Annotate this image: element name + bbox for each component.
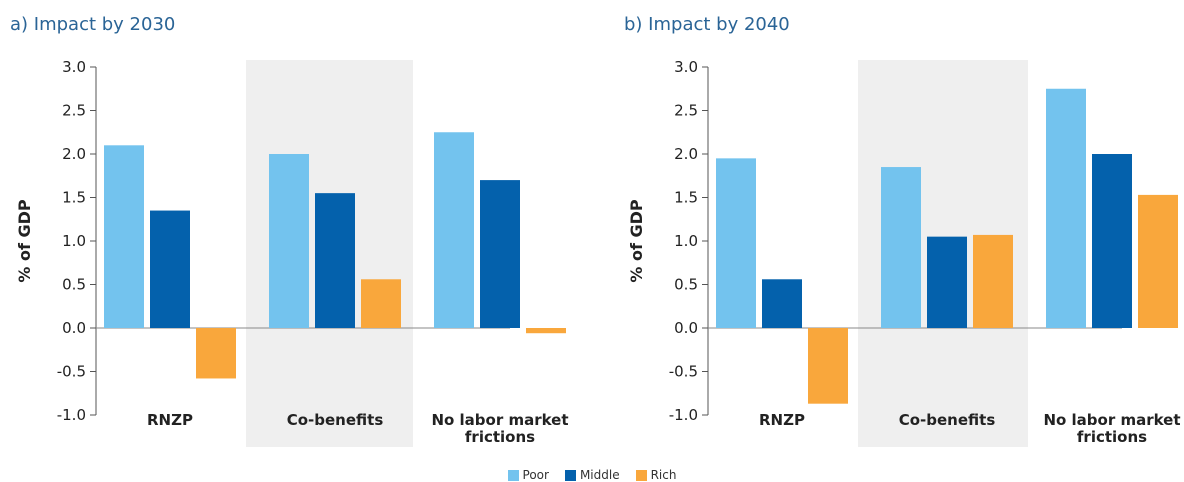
panel-a-category-label-no-labor-market-frictions: No labor market frictions	[431, 411, 568, 446]
panel-b-bar-rnzp-poor	[716, 158, 756, 328]
panel-a-title: a) Impact by 2030	[10, 14, 176, 35]
legend-item-poor: Poor	[507, 468, 549, 482]
panel-b-category-label-no-labor-market-frictions: No labor market frictions	[1043, 411, 1180, 446]
panel-a-y-tick-label: 1.0	[62, 232, 86, 250]
legend-item-middle: Middle	[564, 468, 620, 482]
panel-b-y-tick-label: 2.5	[674, 102, 698, 120]
panel-b-y-tick-label: -1.0	[669, 406, 698, 424]
panel-a-category-label-rnzp: RNZP	[147, 411, 193, 429]
panel-b-y-tick-label: 1.5	[674, 189, 698, 207]
panel-b-y-tick-label: 0.5	[674, 276, 698, 294]
panel-b-y-tick-label: 1.0	[674, 232, 698, 250]
panel-a-bar-no-labor-market-frictions-poor	[434, 132, 474, 328]
legend-label-poor: Poor	[522, 468, 549, 482]
panel-b-bar-rnzp-middle	[762, 279, 802, 328]
panel-a-bar-no-labor-market-frictions-middle	[480, 180, 520, 328]
panel-a-y-axis-label: % of GDP	[15, 199, 34, 283]
panel-b-bar-no-labor-market-frictions-poor	[1046, 88, 1086, 328]
panel-b-bar-co-benefits-poor	[881, 167, 921, 328]
panel-a-bar-co-benefits-middle	[315, 193, 355, 328]
panel-b-category-label-co-benefits: Co-benefits	[899, 411, 996, 429]
panel-b-y-tick-label: 2.0	[674, 145, 698, 163]
panel-b-y-tick-label: 0.0	[674, 319, 698, 337]
panel-a-y-tick-label: 1.5	[62, 189, 86, 207]
panel-b-title: b) Impact by 2040	[624, 14, 790, 35]
panel-a-y-tick-label: 2.5	[62, 102, 86, 120]
legend-item-rich: Rich	[635, 468, 677, 482]
panel-a-y-tick-label: -0.5	[57, 363, 86, 381]
legend-label-middle: Middle	[579, 468, 620, 482]
panel-a-bar-rnzp-rich	[196, 328, 236, 379]
panel-b-bar-co-benefits-rich	[973, 234, 1013, 328]
chart-svg: -1.0 -0.5 0.0 0.5 1.0 1.5 2.0 2.5 3.0 % of GDP RNZ…	[15, 58, 1181, 447]
panel-a-bar-co-benefits-rich	[361, 279, 401, 328]
legend: Poor Middle Rich	[0, 468, 1184, 482]
legend-swatch-poor	[507, 469, 519, 481]
panel-a-bar-co-benefits-poor	[269, 154, 309, 328]
panel-a-y-tick-label: 2.0	[62, 145, 86, 163]
panel-a-y-tick-label: 3.0	[62, 58, 86, 76]
panel-b-bar-no-labor-market-frictions-rich	[1138, 194, 1178, 328]
panel-a-y-tick-label: -1.0	[57, 406, 86, 424]
panel-b-y-tick-label: -0.5	[669, 363, 698, 381]
panel-a-category-label-co-benefits: Co-benefits	[287, 411, 384, 429]
panel-a-bar-rnzp-middle	[150, 210, 190, 328]
panel-a-bar-no-labor-market-frictions-rich	[526, 328, 566, 334]
panel-a-bar-rnzp-poor	[104, 145, 144, 328]
panel-b-bar-no-labor-market-frictions-middle	[1092, 154, 1132, 328]
legend-swatch-rich	[635, 469, 647, 481]
legend-label-rich: Rich	[650, 468, 677, 482]
panel-b-category-label-rnzp: RNZP	[759, 411, 805, 429]
panel-b-bar-co-benefits-middle	[927, 236, 967, 328]
panel-b-y-axis-label: % of GDP	[627, 199, 646, 283]
legend-swatch-middle	[564, 469, 576, 481]
panel-b-bar-rnzp-rich	[808, 328, 848, 404]
panel-a-y-tick-label: 0.5	[62, 276, 86, 294]
panel-b-y-tick-label: 3.0	[674, 58, 698, 76]
panel-a-y-tick-label: 0.0	[62, 319, 86, 337]
